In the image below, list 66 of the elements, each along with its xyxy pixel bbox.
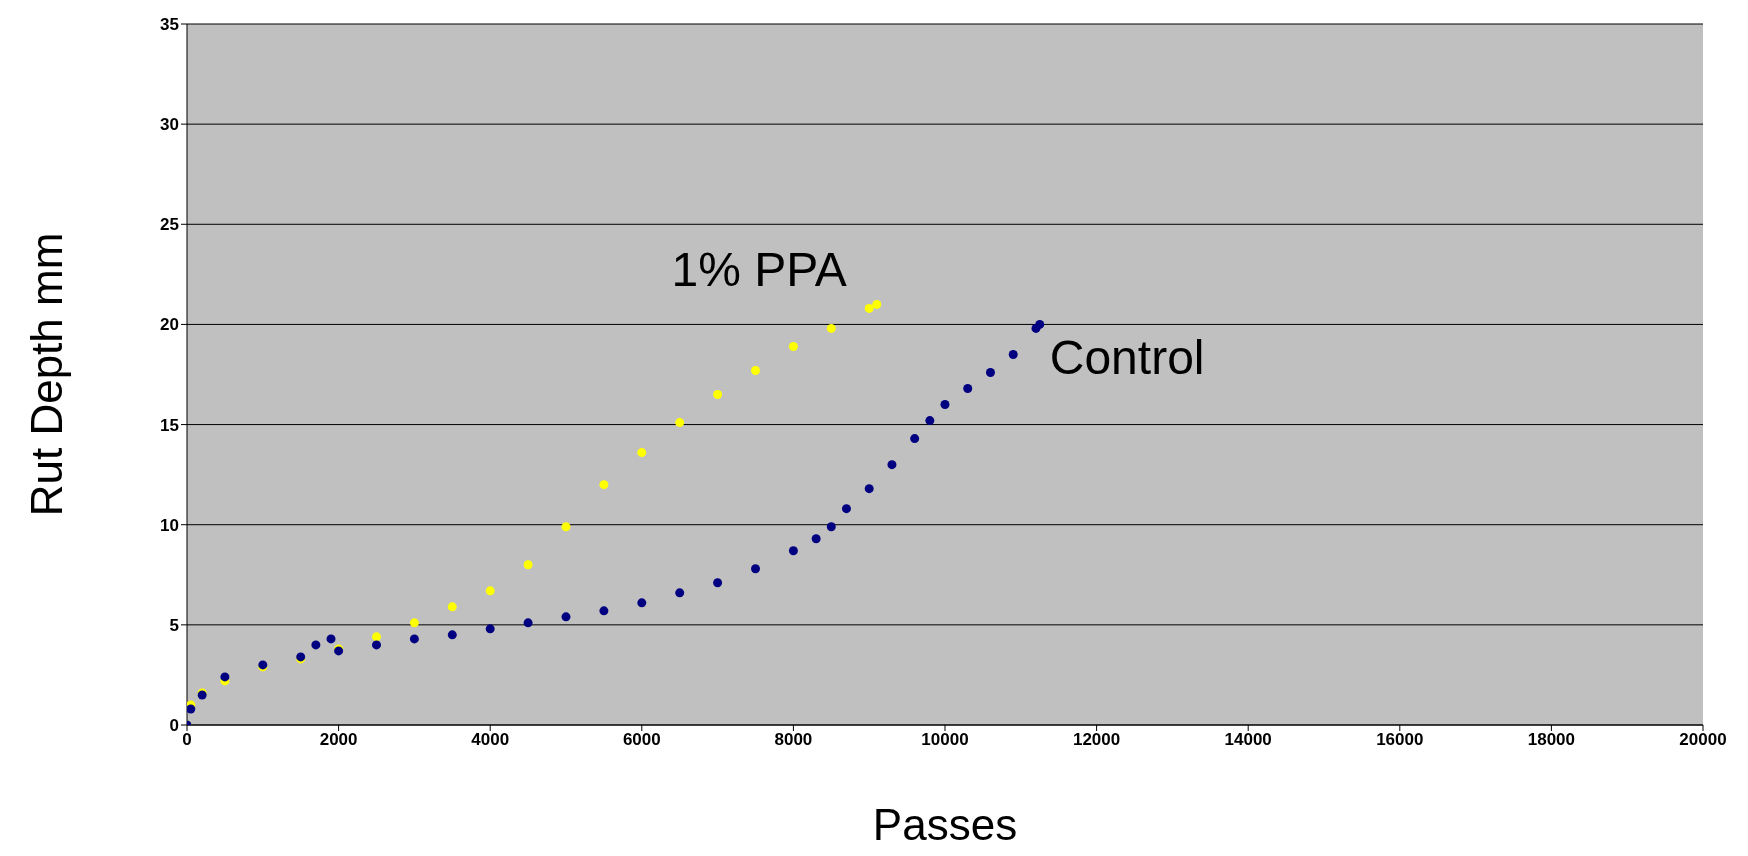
point — [220, 672, 230, 682]
y-tick-label: 5 — [169, 615, 179, 635]
point — [599, 606, 609, 616]
series-label: Control — [1049, 331, 1205, 385]
point — [963, 384, 973, 394]
point — [713, 578, 723, 588]
x-tick-label: 2000 — [319, 730, 358, 750]
point — [409, 634, 419, 644]
point — [561, 612, 571, 622]
point — [523, 618, 533, 628]
x-tick-label: 16000 — [1376, 730, 1424, 750]
y-tick-label: 20 — [160, 315, 179, 335]
point — [713, 390, 723, 400]
point — [372, 640, 381, 650]
point — [872, 299, 882, 309]
point — [864, 303, 874, 313]
x-tick-label: 8000 — [774, 730, 813, 750]
x-tick-label: 0 — [182, 730, 192, 750]
y-tick-label: 25 — [160, 215, 179, 235]
point — [788, 341, 798, 351]
y-tick-label: 35 — [160, 15, 179, 35]
point — [372, 632, 381, 642]
point — [675, 418, 685, 428]
point — [561, 522, 571, 532]
point — [447, 630, 457, 640]
point — [811, 534, 821, 544]
point — [187, 704, 196, 714]
point — [311, 640, 321, 650]
x-tick-label: 10000 — [921, 730, 969, 750]
point — [864, 484, 874, 494]
y-tick-label: 0 — [169, 716, 179, 736]
x-tick-label: 4000 — [471, 730, 510, 750]
point — [1035, 319, 1045, 329]
y-axis-title: Rut Depth mm — [21, 232, 71, 517]
point — [485, 624, 495, 634]
point — [751, 365, 760, 375]
point — [910, 434, 920, 444]
x-tick-label: 14000 — [1224, 730, 1272, 750]
point — [637, 448, 647, 458]
y-tick-label: 30 — [160, 115, 179, 135]
x-tick-label: 6000 — [622, 730, 661, 750]
y-tick-label: 15 — [160, 415, 179, 435]
point — [751, 564, 760, 574]
point — [599, 480, 609, 490]
point — [985, 368, 995, 377]
point — [326, 634, 336, 644]
point — [675, 588, 685, 598]
point — [447, 602, 457, 612]
x-tick-label: 12000 — [1072, 730, 1121, 750]
point — [841, 504, 851, 514]
point — [887, 460, 897, 470]
point — [637, 598, 647, 608]
x-tick-label: 20000 — [1679, 730, 1727, 750]
x-axis-title: Passes — [872, 800, 1018, 849]
x-tick-label: 18000 — [1527, 730, 1576, 750]
point — [826, 323, 836, 333]
point — [925, 416, 935, 426]
point — [485, 586, 495, 596]
point — [940, 400, 950, 410]
y-tick-label: 10 — [160, 515, 179, 535]
point — [826, 522, 836, 532]
point — [1008, 349, 1018, 359]
series-label: 1% PPA — [671, 243, 847, 297]
point — [788, 546, 798, 556]
point — [523, 560, 533, 570]
point — [409, 618, 419, 628]
